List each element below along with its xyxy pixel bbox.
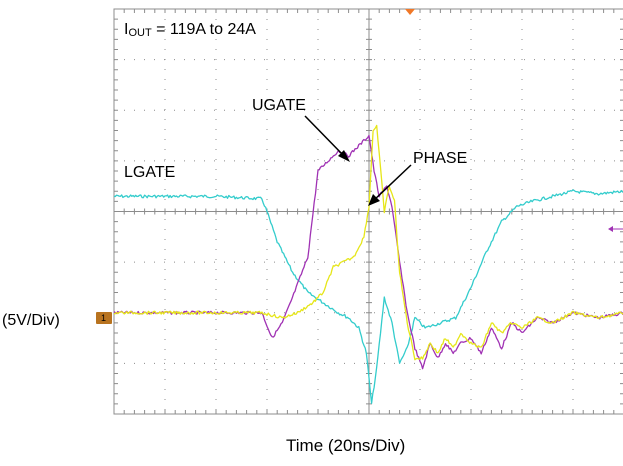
trigger-level-arrow	[608, 226, 623, 232]
annotation-phase: PHASE	[413, 150, 467, 167]
annotation-phase-arrowhead	[368, 194, 380, 206]
annotation-ugate: UGATE	[252, 97, 306, 114]
annotation-lgate: LGATE	[124, 164, 175, 181]
channel-marker-label: 1	[101, 313, 106, 323]
annotation-phase-arrow	[372, 164, 412, 202]
traces	[113, 124, 623, 404]
conditions-label: IOUT = 119A to 24A	[124, 21, 256, 39]
channel-1-marker: 1	[96, 312, 112, 324]
trace-phase	[113, 124, 623, 361]
trigger-marker	[405, 9, 415, 15]
trace-lgate	[113, 189, 623, 404]
grid	[113, 8, 623, 415]
annotation-ugate-arrowhead	[338, 150, 350, 162]
annotation-ugate-arrow	[304, 115, 346, 158]
y-axis-label: (5V/Div)	[2, 312, 60, 329]
x-axis-label: Time (20ns/Div)	[286, 436, 405, 455]
